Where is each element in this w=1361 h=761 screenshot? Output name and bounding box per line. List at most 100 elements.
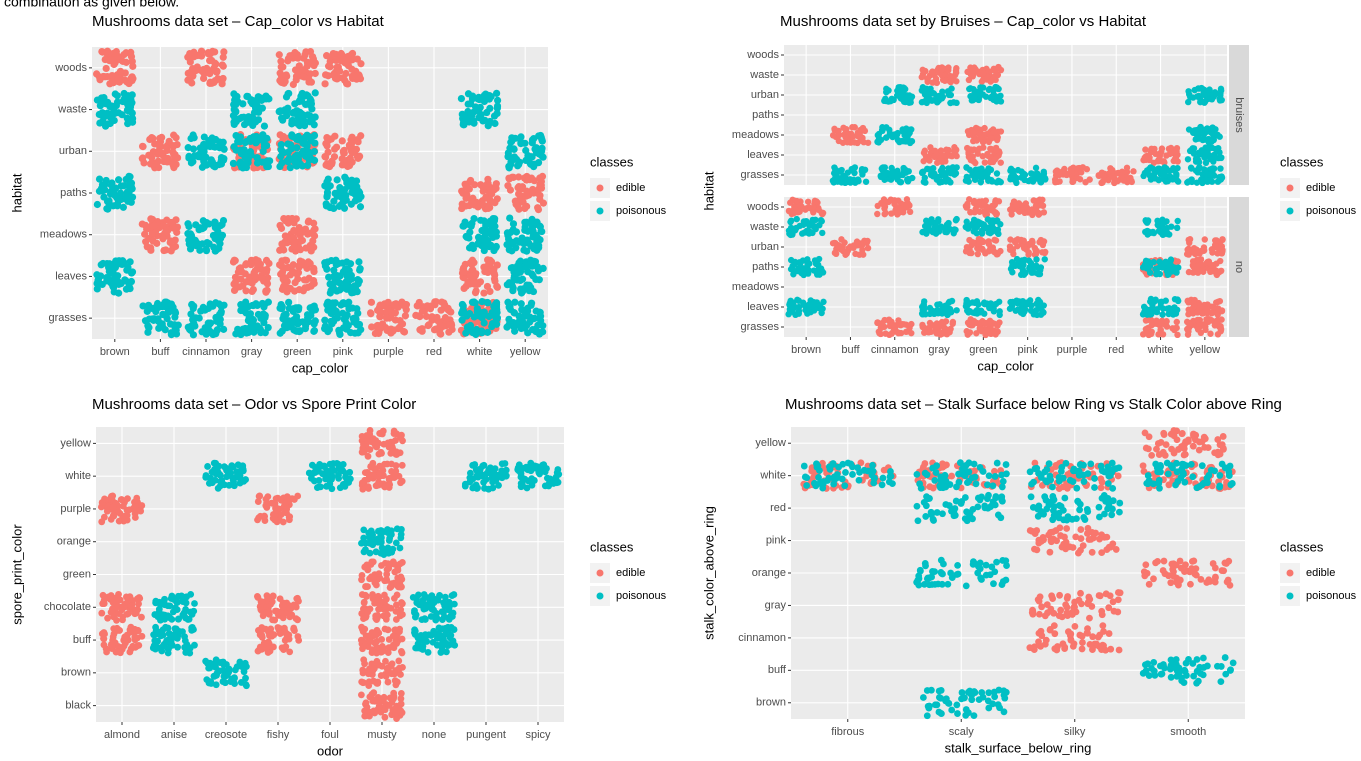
data-point <box>124 197 132 205</box>
data-point <box>204 50 212 58</box>
data-point <box>474 240 482 248</box>
data-point <box>1140 172 1147 180</box>
data-point <box>219 62 227 70</box>
data-point <box>874 210 881 218</box>
data-point <box>219 216 228 225</box>
data-point <box>309 237 317 245</box>
data-point <box>122 285 131 293</box>
y-tick-label: woods <box>746 49 779 61</box>
data-point <box>368 323 376 331</box>
x-tick-label: yellow <box>510 346 541 358</box>
data-point <box>198 163 207 171</box>
x-tick-label: pungent <box>466 729 506 741</box>
data-point <box>111 274 119 282</box>
data-point <box>806 222 813 229</box>
data-point <box>136 595 144 602</box>
data-point <box>220 48 228 56</box>
y-tick-label: buff <box>73 634 92 646</box>
data-point <box>1056 171 1063 178</box>
data-point <box>184 69 192 77</box>
data-point <box>102 64 110 73</box>
data-point <box>98 609 106 617</box>
data-point <box>925 156 932 163</box>
data-point <box>492 242 500 251</box>
data-point <box>831 249 839 257</box>
data-point <box>103 73 111 81</box>
data-point <box>109 282 117 290</box>
data-point <box>1155 151 1163 158</box>
data-point <box>292 160 301 168</box>
data-point <box>171 308 179 316</box>
data-point <box>1142 146 1149 153</box>
data-point <box>989 203 997 210</box>
data-point <box>856 132 863 139</box>
data-point <box>303 100 311 108</box>
data-point <box>337 49 345 58</box>
data-point <box>539 199 548 207</box>
data-point <box>185 152 193 160</box>
data-point <box>470 259 478 267</box>
data-point <box>208 56 216 65</box>
data-point <box>525 281 533 289</box>
data-point <box>284 57 292 65</box>
data-point <box>1143 329 1151 337</box>
data-point <box>1213 131 1221 139</box>
x-tick-label: brown <box>100 346 130 358</box>
data-point <box>787 265 795 273</box>
data-point <box>994 229 1001 236</box>
data-point <box>786 299 794 306</box>
data-point <box>518 234 526 242</box>
data-point <box>1203 170 1210 178</box>
x-axis-label: odor <box>317 743 344 758</box>
data-point <box>163 315 171 323</box>
data-point <box>1172 154 1180 161</box>
data-point <box>923 95 931 102</box>
data-point <box>1160 262 1167 270</box>
data-point <box>277 63 285 71</box>
data-point <box>933 330 940 337</box>
data-point <box>796 202 804 210</box>
data-point <box>159 222 167 230</box>
data-point <box>1156 218 1164 225</box>
data-point <box>979 91 987 98</box>
x-tick-label: almond <box>104 729 140 741</box>
data-point <box>123 610 131 618</box>
data-point <box>358 448 366 456</box>
data-point <box>321 80 329 88</box>
data-point <box>516 316 525 324</box>
data-point <box>1159 231 1166 238</box>
x-tick-label: white <box>1147 344 1174 356</box>
data-point <box>311 59 319 67</box>
data-point <box>327 256 335 265</box>
data-point <box>358 576 365 584</box>
data-point <box>326 182 334 190</box>
data-point <box>397 433 404 441</box>
data-point <box>850 167 857 174</box>
data-point <box>1196 163 1203 171</box>
data-point <box>326 63 334 71</box>
data-point <box>387 329 395 337</box>
data-point <box>242 287 250 295</box>
data-point <box>1198 261 1205 268</box>
data-point <box>239 100 247 108</box>
data-point <box>110 187 118 196</box>
data-point <box>398 559 406 566</box>
data-point <box>127 183 135 191</box>
data-point <box>941 77 949 84</box>
data-point <box>295 62 303 70</box>
data-point <box>167 247 175 255</box>
data-point <box>1030 197 1037 204</box>
data-point <box>211 218 219 226</box>
x-tick-label: red <box>426 346 442 358</box>
data-point <box>987 145 994 153</box>
data-point <box>875 137 882 144</box>
data-point <box>132 609 140 617</box>
data-point <box>963 243 971 251</box>
data-point <box>352 192 361 200</box>
data-point <box>962 177 970 184</box>
data-point <box>104 614 112 622</box>
data-point <box>294 320 302 328</box>
data-point <box>796 260 804 267</box>
data-point <box>1086 176 1093 183</box>
data-point <box>964 128 972 135</box>
